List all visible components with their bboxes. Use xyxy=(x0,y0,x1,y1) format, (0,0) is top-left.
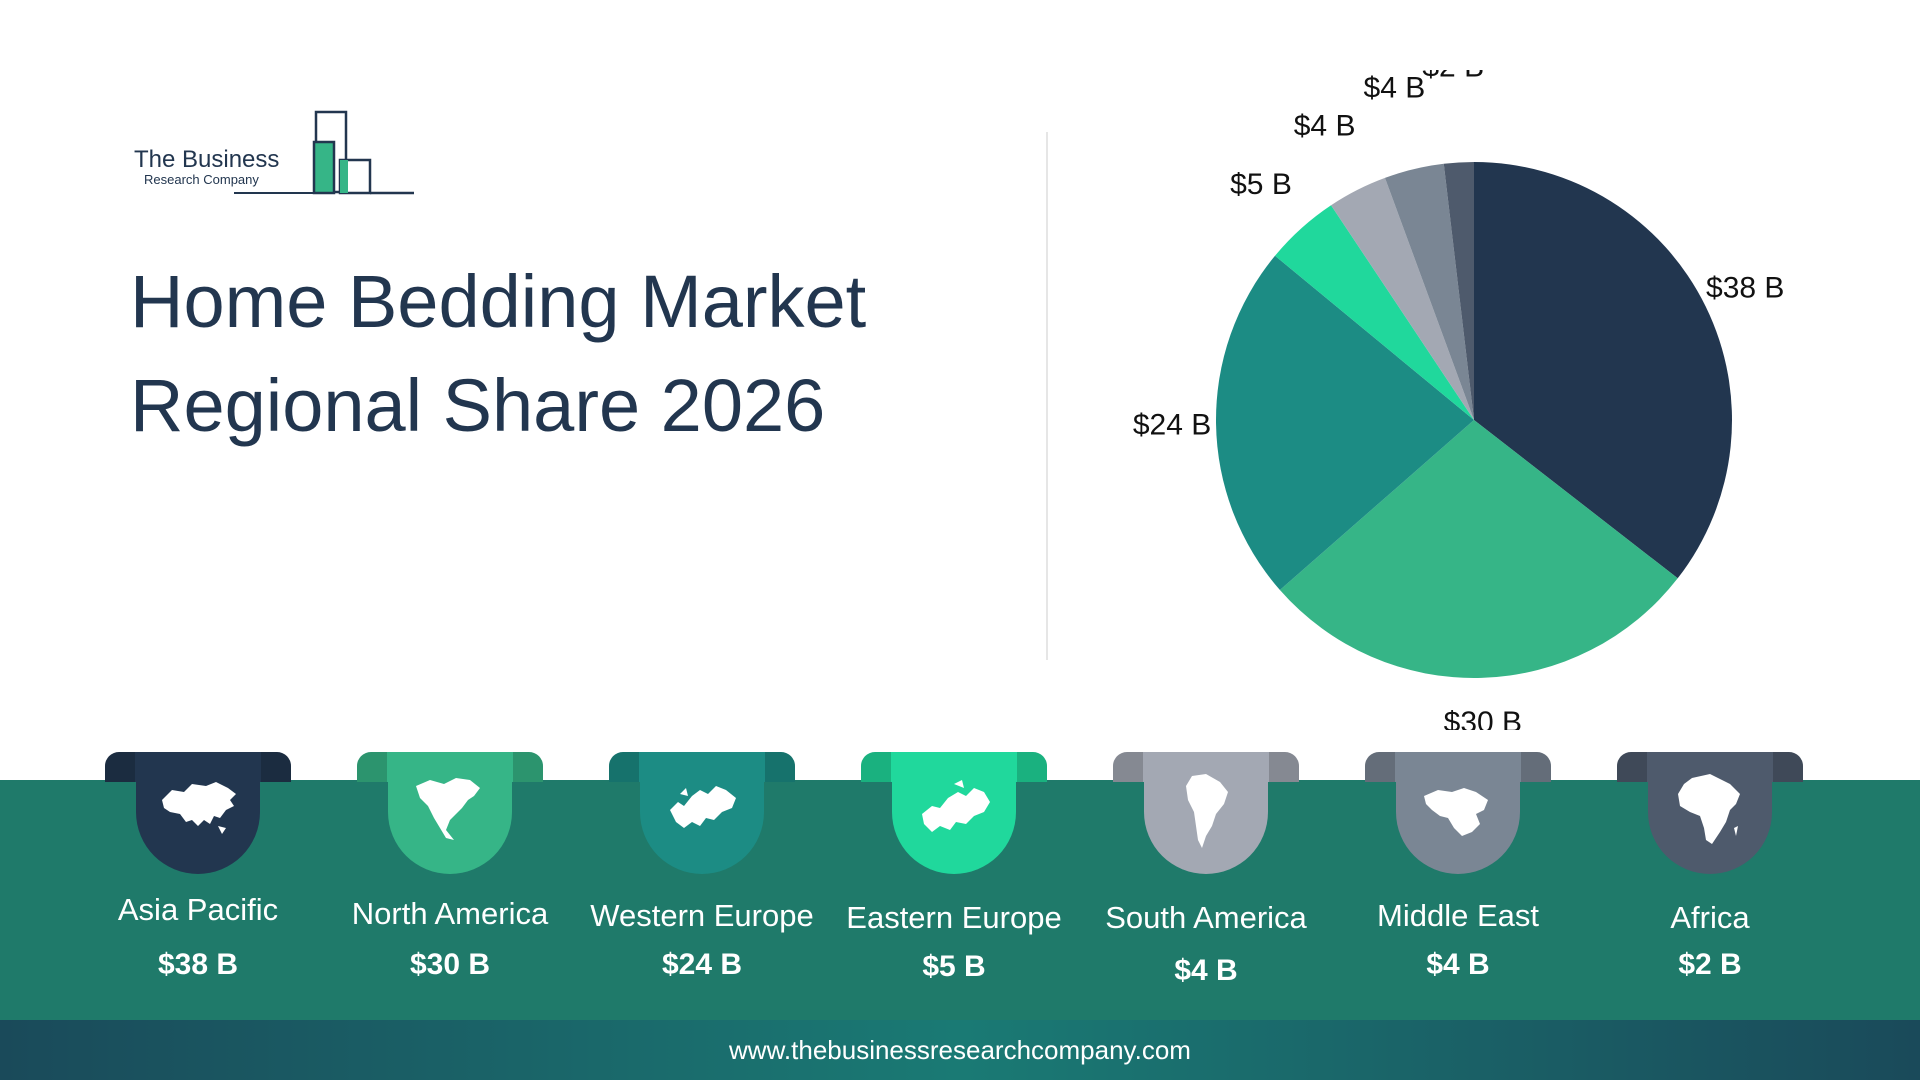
region-name: North America xyxy=(351,896,549,931)
pie-slice-south-america xyxy=(1331,177,1474,420)
north-america-map-icon xyxy=(416,778,480,840)
western-europe-map-icon xyxy=(670,786,736,828)
pie-chart: $38 B$30 B$24 B$5 B$4 B$4 B$2 B xyxy=(1133,70,1785,730)
region-badge xyxy=(640,752,764,874)
region-card-africa: Africa $2 B xyxy=(1572,752,1832,1002)
pie-data-label: $4 B xyxy=(1294,110,1356,143)
region-card-middle-east: Middle East $4 B xyxy=(1320,752,1580,1002)
vertical-divider xyxy=(1046,132,1048,660)
pie-data-label: $4 B xyxy=(1364,71,1426,104)
region-name: Eastern Europe xyxy=(846,900,1062,935)
pie-slice-north-america xyxy=(1279,420,1678,678)
region-badge xyxy=(892,752,1016,874)
region-card-north-america: North America $30 B xyxy=(312,752,572,1002)
pie-data-label: $2 B xyxy=(1422,70,1484,84)
pie-data-label: $5 B xyxy=(1230,168,1292,201)
page-title: Home Bedding Market Regional Share 2026 xyxy=(130,250,1010,458)
region-value: $4 B xyxy=(1426,948,1490,981)
region-card-western-europe: Western Europe $24 B xyxy=(564,752,824,1002)
region-value: $30 B xyxy=(409,948,491,981)
region-badge xyxy=(136,752,260,874)
pie-slice-asia-pacific xyxy=(1474,162,1732,579)
region-name: Western Europe xyxy=(590,898,814,933)
region-value: $4 B xyxy=(1174,954,1238,987)
middle-east-map-icon xyxy=(1424,788,1488,836)
pie-data-label: $38 B xyxy=(1706,271,1784,304)
logo-subname: Research Company xyxy=(144,172,259,187)
region-card-south-america: South America $4 B xyxy=(1068,752,1328,1002)
asia-map-icon xyxy=(162,782,236,834)
eastern-europe-map-icon xyxy=(922,780,990,832)
region-value: $5 B xyxy=(922,950,986,983)
pie-slice-western-europe xyxy=(1216,255,1474,590)
south-america-map-icon xyxy=(1186,774,1228,848)
region-value: $38 B xyxy=(157,948,239,981)
logo-buildings-icon xyxy=(234,110,414,195)
region-card-eastern-europe: Eastern Europe $5 B xyxy=(816,752,1076,1002)
region-badge xyxy=(1144,752,1268,874)
region-value: $24 B xyxy=(661,948,743,981)
region-badge xyxy=(388,752,512,874)
pie-slice-middle-east xyxy=(1384,163,1474,420)
region-name: South America xyxy=(1105,900,1307,935)
pie-slice-eastern-europe xyxy=(1275,205,1474,420)
africa-map-icon xyxy=(1678,774,1740,844)
logo-name: The Business xyxy=(134,146,280,173)
pie-slice-africa xyxy=(1443,162,1474,420)
region-card-asia-pacific: Asia Pacific $38 B xyxy=(60,752,320,1002)
region-badge xyxy=(1396,752,1520,874)
title-line-2: Regional Share 2026 xyxy=(130,364,826,447)
title-line-1: Home Bedding Market xyxy=(130,260,867,343)
region-badge xyxy=(1648,752,1772,874)
region-name: Asia Pacific xyxy=(117,892,279,927)
region-name: Africa xyxy=(1670,900,1750,935)
pie-data-label: $24 B xyxy=(1133,408,1211,441)
footer-url: www.thebusinessresearchcompany.com xyxy=(0,1020,1920,1080)
pie-data-label: $30 B xyxy=(1444,706,1522,730)
region-name: Middle East xyxy=(1377,898,1539,933)
company-logo: The Business Research Company xyxy=(134,108,424,198)
region-value: $2 B xyxy=(1678,948,1742,981)
